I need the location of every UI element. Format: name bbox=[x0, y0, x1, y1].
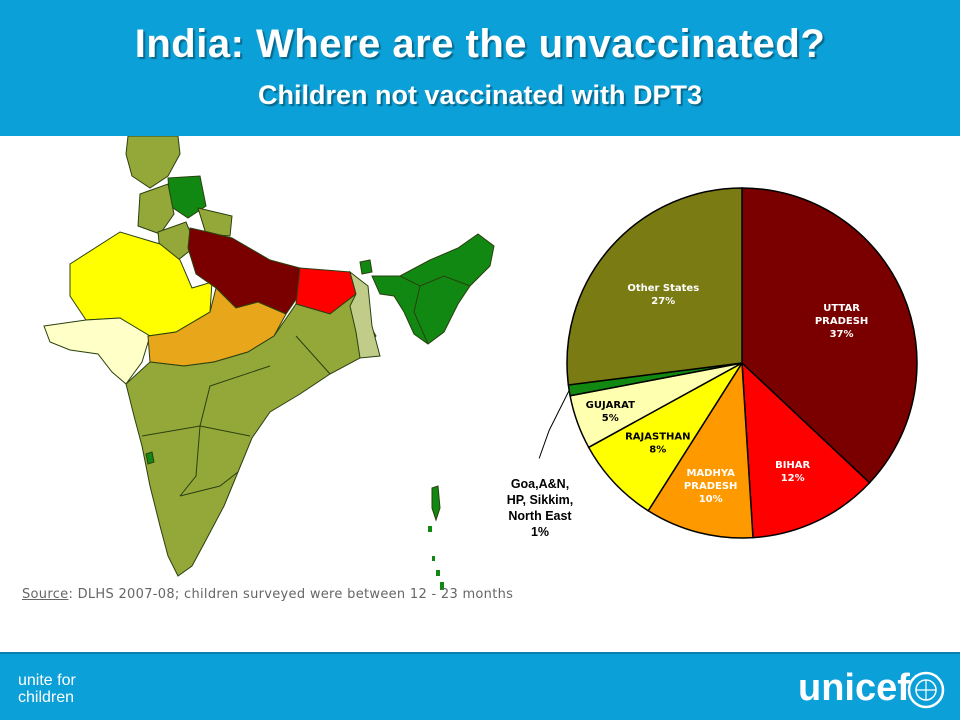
source-note: Source: DLHS 2007-08; children surveyed … bbox=[22, 587, 513, 602]
map-region-andaman bbox=[431, 485, 441, 522]
pie-chart: UTTAR PRADESH 37% BIHAR 12% MADHYA PRADESH 10% R… bbox=[480, 180, 950, 580]
pie-callout-label: Goa,A&N, HP, Sikkim, North East 1% bbox=[507, 477, 573, 539]
map-region-gujarat bbox=[43, 317, 151, 385]
map-region-sikkim bbox=[359, 259, 373, 275]
map-region-punjab bbox=[137, 183, 175, 235]
footer-divider bbox=[0, 652, 960, 654]
map-region-west-bengal bbox=[349, 270, 381, 359]
tagline-line-2: children bbox=[18, 689, 75, 706]
page-subtitle: Children not vaccinated with DPT3 bbox=[257, 80, 703, 110]
pie-chart-svg: UTTAR PRADESH 37% BIHAR 12% MADHYA PRADESH 10% R… bbox=[507, 187, 918, 539]
pie-slice-madhya-pradesh bbox=[647, 360, 754, 539]
pie-slice-other-states bbox=[566, 187, 743, 386]
pie-label-gujarat: GUJARAT 5% bbox=[586, 400, 635, 424]
pie-slice-uttar-pradesh bbox=[741, 187, 918, 484]
source-text: : DLHS 2007-08; children surveyed were b… bbox=[68, 587, 514, 602]
map-region-kashmir bbox=[125, 135, 181, 189]
pie-slice-bihar bbox=[741, 361, 871, 539]
pie-label-other-states: Other States 27% bbox=[627, 283, 699, 307]
map-region-uttarakhand bbox=[197, 207, 233, 237]
unicef-logo-text: unicef bbox=[798, 667, 910, 709]
page-title: India: Where are the unvaccinated? bbox=[134, 22, 826, 66]
map-region-north-east bbox=[371, 233, 495, 345]
footer-tagline: unite for children bbox=[18, 672, 76, 706]
map-region-goa bbox=[145, 451, 155, 465]
source-label: Source bbox=[22, 587, 69, 602]
india-map-svg bbox=[43, 135, 495, 590]
pie-label-madhya-pradesh: MADHYA PRADESH 10% bbox=[684, 468, 737, 505]
map-region-south bbox=[125, 293, 377, 577]
pie-label-uttar-pradesh: UTTAR PRADESH 37% bbox=[815, 303, 868, 340]
header-banner: India: Where are the unvaccinated? Child… bbox=[0, 0, 960, 136]
pie-label-bihar: BIHAR 12% bbox=[775, 460, 810, 484]
pie-callout-line bbox=[538, 390, 570, 459]
india-map bbox=[0, 135, 500, 606]
unicef-emblem-icon bbox=[907, 671, 945, 709]
footer-banner bbox=[0, 654, 960, 720]
pie-label-rajasthan: RAJASTHAN 8% bbox=[625, 432, 690, 456]
tagline-line-1: unite for bbox=[18, 672, 76, 689]
